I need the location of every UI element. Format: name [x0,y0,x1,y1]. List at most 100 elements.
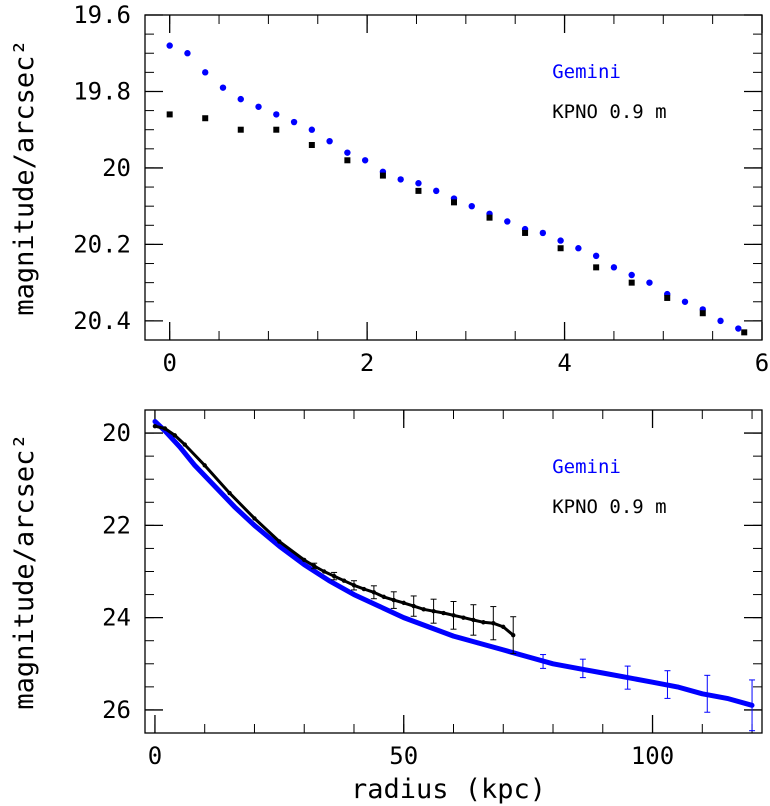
data-point [476,640,481,646]
data-point [331,573,337,579]
data-point [255,103,262,110]
series-gemini [166,42,742,332]
data-point [371,590,377,595]
data-point [411,603,416,609]
data-point [628,271,635,279]
data-point [625,675,630,680]
data-point [341,578,347,583]
data-point [219,84,227,91]
y-axis-title: magnitude/arcsec² [9,39,40,315]
data-point [182,442,188,447]
data-point [504,218,511,225]
profile-line [152,419,755,708]
data-point [351,583,357,588]
y-tick-label: 20 [102,419,131,447]
data-point [700,691,705,696]
x-tick-label: 0 [148,742,162,770]
data-point [202,69,209,76]
data-point [302,557,307,563]
data-point [273,111,280,118]
data-point [344,157,351,164]
data-point [311,563,317,569]
data-point [397,176,404,183]
data-point [415,180,422,187]
data-point [344,149,351,156]
data-point [273,126,280,133]
series-gemini [152,419,756,732]
data-point [433,187,440,195]
legend-entry: Gemini [552,61,621,83]
y-tick-label: 20.4 [73,307,131,335]
data-point [401,615,406,620]
data-point [290,118,298,126]
x-axis-title: radius (kpc) [351,774,546,805]
data-point [486,214,493,221]
data-point [539,229,547,237]
x-tick-label: 0 [162,349,176,377]
data-point [166,111,173,118]
data-point [741,329,748,336]
data-point [277,543,282,549]
data-point [277,539,282,544]
data-point [227,490,232,496]
data-point [699,310,706,317]
data-point [232,504,237,510]
data-point [593,264,600,271]
data-point [650,680,655,685]
data-point [592,252,600,260]
data-point [525,654,531,660]
data-point [326,137,333,145]
data-point [351,592,357,597]
data-point [451,633,456,639]
data-point [202,115,209,122]
data-point [162,426,168,431]
data-point [461,615,466,620]
chart-panel-1: 0 2 4 6 19.6 19.8 20 20.2 20.4 magnitude/arcsec² G… [9,1,769,377]
data-point [415,187,422,194]
data-point [511,632,516,638]
data-point [481,620,486,625]
data-point [600,670,605,676]
data-point [441,610,446,616]
data-point [237,95,244,103]
data-point [735,325,742,332]
data-point [202,463,207,468]
y-tick-label: 19.8 [73,77,131,105]
data-point [646,279,653,286]
data-point [575,666,581,671]
data-point [522,229,529,236]
data-point [426,624,431,630]
y-tick-label: 20 [102,154,131,182]
data-point [379,172,386,179]
data-point [550,661,556,666]
data-point [321,569,327,574]
data-point [361,586,367,592]
data-point [557,245,564,252]
chart-panel-2: 0 50 100 20 22 24 26 magnitude/arcsec² radius (k… [9,409,763,805]
data-point [192,463,197,468]
data-point [491,620,496,626]
data-point [252,516,257,521]
data-point [401,600,406,606]
data-point [237,126,244,133]
data-point [451,613,456,618]
legend-entry: KPNO 0.9 m [552,101,666,123]
legend-entry: Gemini [552,456,621,478]
y-tick-label: 22 [102,511,131,539]
data-point [308,142,315,148]
series-kpno-0-9-m [166,111,748,336]
legend-entry: KPNO 0.9 m [552,496,666,518]
data-point [610,264,618,271]
data-point [166,42,173,49]
data-point [501,647,506,653]
y-tick-label: 20.2 [73,230,131,258]
data-point [681,298,689,305]
data-point [468,202,475,210]
profile-line [153,424,515,637]
data-point [152,423,158,429]
data-point [450,199,457,206]
data-point [421,607,426,612]
plot-frame [144,14,763,341]
data-point [575,245,582,252]
